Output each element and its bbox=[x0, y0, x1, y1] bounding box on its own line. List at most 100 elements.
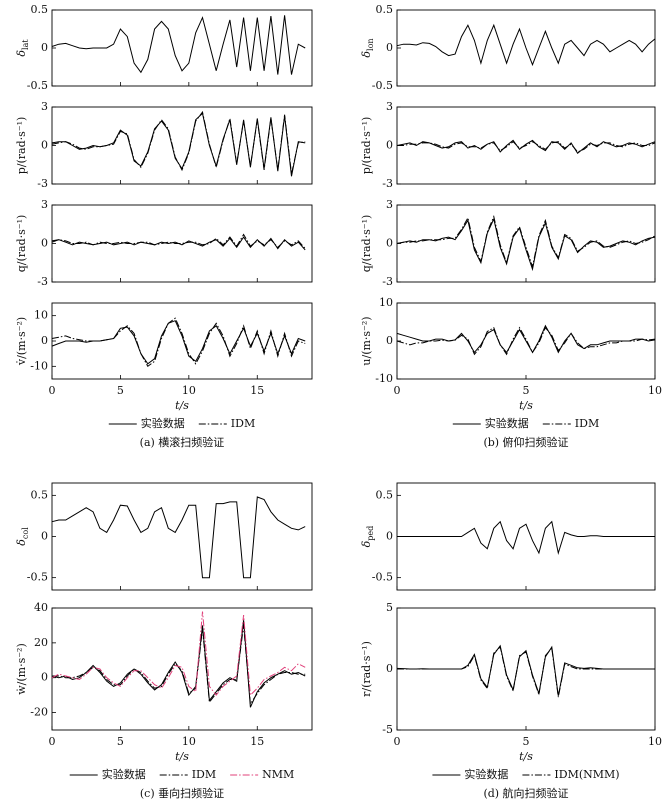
y-axis-label: δcol bbox=[15, 527, 30, 546]
x-tick-label: 0 bbox=[49, 735, 56, 748]
y-axis-symbol: δ bbox=[15, 539, 28, 546]
panel-caption: (d) 航向扫频验证 bbox=[483, 786, 568, 800]
y-tick-label: 0 bbox=[386, 662, 393, 675]
series-line bbox=[51, 496, 306, 579]
y-tick-label: 0.5 bbox=[376, 488, 394, 501]
series-line bbox=[51, 620, 306, 708]
y-tick-label: -0.5 bbox=[27, 79, 48, 92]
series-line bbox=[52, 625, 306, 706]
y-tick-label: 3 bbox=[386, 100, 393, 113]
y-axis-label: ẇ/(m·s⁻²) bbox=[15, 643, 28, 695]
y-tick-label: 10 bbox=[379, 296, 393, 309]
y-tick-label: 3 bbox=[386, 198, 393, 211]
y-axis-symbol: δ bbox=[360, 51, 373, 58]
legend-label: IDM bbox=[192, 768, 216, 781]
series-line bbox=[396, 23, 656, 67]
y-tick-label: 0 bbox=[386, 237, 393, 250]
y-tick-label: -3 bbox=[37, 177, 48, 190]
series-line bbox=[396, 326, 656, 356]
legend-label: 实验数据 bbox=[141, 416, 185, 430]
y-axis-label: δped bbox=[360, 526, 375, 548]
y-tick-label: -0.5 bbox=[372, 79, 393, 92]
y-axis-label: v̇/(m·s⁻²) bbox=[15, 317, 28, 366]
series-line bbox=[51, 317, 306, 368]
x-tick-label: 0 bbox=[49, 384, 56, 397]
y-axis-label: δlat bbox=[15, 39, 30, 57]
legend-label: 实验数据 bbox=[102, 767, 146, 781]
x-axis-label: t/s bbox=[175, 750, 189, 763]
series-line bbox=[397, 646, 655, 698]
panel-caption: (c) 垂向扫频验证 bbox=[140, 786, 224, 800]
y-axis-symbol: δ bbox=[360, 540, 373, 547]
y-tick-label: -3 bbox=[37, 275, 48, 288]
x-axis-label: t/s bbox=[519, 750, 533, 763]
y-axis-subscript: lon bbox=[366, 38, 375, 51]
series-line bbox=[397, 141, 656, 153]
y-tick-label: -3 bbox=[382, 177, 393, 190]
y-tick-label: 0 bbox=[386, 334, 393, 347]
x-axis-label: t/s bbox=[175, 399, 189, 412]
y-axis-symbol: δ bbox=[15, 50, 28, 57]
series-line bbox=[396, 214, 656, 269]
series-line bbox=[51, 611, 306, 697]
legend: 实验数据 IDM bbox=[108, 416, 255, 430]
y-tick-label: 3 bbox=[41, 100, 48, 113]
legend-label: IDM(NMM) bbox=[554, 768, 619, 781]
plot-frame bbox=[51, 482, 313, 591]
legend-label: 实验数据 bbox=[464, 767, 508, 781]
series-line bbox=[397, 520, 655, 555]
y-axis-subscript: ped bbox=[366, 526, 375, 541]
x-tick-label: 10 bbox=[648, 735, 662, 748]
y-tick-label: 0 bbox=[41, 334, 48, 347]
y-tick-label: -0.5 bbox=[27, 571, 48, 584]
legend-label: 实验数据 bbox=[485, 416, 529, 430]
x-tick-label: 0 bbox=[394, 735, 401, 748]
series-line bbox=[396, 217, 656, 272]
y-tick-label: -5 bbox=[382, 723, 393, 736]
y-axis-subscript: col bbox=[21, 527, 30, 539]
x-tick-label: 5 bbox=[117, 735, 124, 748]
y-axis-label: q/(rad·s⁻¹) bbox=[15, 215, 28, 273]
y-tick-label: 0 bbox=[386, 139, 393, 152]
y-axis-label: p/(rad·s⁻¹) bbox=[15, 117, 28, 175]
series-line bbox=[396, 324, 656, 354]
y-tick-label: 0.5 bbox=[31, 3, 49, 16]
y-axis-label: δlon bbox=[360, 38, 375, 57]
y-axis-label: r/(rad·s⁻¹) bbox=[360, 641, 373, 697]
x-tick-label: 15 bbox=[250, 735, 264, 748]
legend-label: NMM bbox=[262, 768, 294, 781]
x-tick-label: 5 bbox=[117, 384, 124, 397]
y-tick-label: 0 bbox=[386, 530, 393, 543]
x-tick-label: 5 bbox=[523, 384, 530, 397]
x-tick-label: 10 bbox=[182, 735, 196, 748]
y-tick-label: 0 bbox=[41, 41, 48, 54]
y-tick-label: 0 bbox=[41, 671, 48, 684]
legend-label: IDM bbox=[231, 417, 255, 430]
x-tick-label: 10 bbox=[182, 384, 196, 397]
plot-frame bbox=[51, 607, 313, 731]
y-axis-label: p/(rad·s⁻¹) bbox=[360, 117, 373, 175]
legend: 实验数据 IDM(NMM) bbox=[432, 767, 620, 781]
y-tick-label: 0 bbox=[41, 139, 48, 152]
y-tick-label: 3 bbox=[41, 198, 48, 211]
plot-frame bbox=[51, 106, 313, 185]
y-tick-label: 5 bbox=[386, 601, 393, 614]
legend-label: IDM bbox=[575, 417, 599, 430]
y-tick-label: 0 bbox=[41, 237, 48, 250]
y-axis-label: q/(rad·s⁻¹) bbox=[360, 215, 373, 273]
series-line bbox=[396, 139, 656, 154]
y-tick-label: 20 bbox=[34, 636, 48, 649]
series-line bbox=[51, 110, 306, 174]
x-axis-label: t/s bbox=[519, 399, 533, 412]
y-tick-label: -20 bbox=[30, 706, 48, 719]
y-tick-label: 0.5 bbox=[376, 3, 394, 16]
y-tick-label: -3 bbox=[382, 275, 393, 288]
series-line bbox=[51, 233, 306, 249]
x-tick-label: 5 bbox=[523, 735, 530, 748]
y-tick-label: 10 bbox=[34, 309, 48, 322]
y-tick-label: 0.5 bbox=[31, 488, 49, 501]
legend: 实验数据 IDM bbox=[452, 416, 599, 430]
y-tick-label: -0.5 bbox=[372, 571, 393, 584]
x-tick-label: 15 bbox=[250, 384, 264, 397]
